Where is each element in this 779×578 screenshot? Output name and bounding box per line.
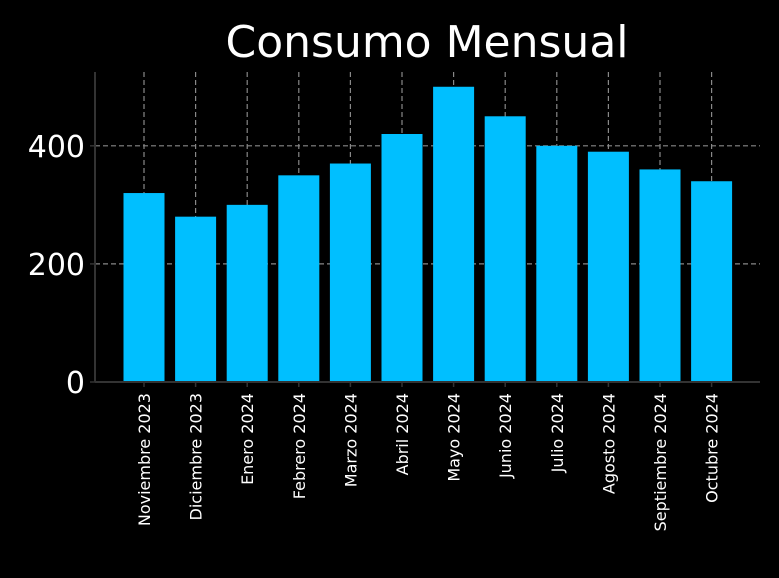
chart-title: Consumo Mensual bbox=[225, 17, 628, 68]
bar-6 bbox=[433, 86, 475, 382]
ytick-label-0: 0 bbox=[66, 366, 85, 401]
xtick-label-5: Abril 2024 bbox=[393, 393, 412, 475]
bar-5 bbox=[381, 134, 423, 382]
tick-layer: 0 200 400 Noviembre 2023 Diciembre 2023 Enero… bbox=[28, 130, 722, 532]
xtick-label-9: Agosto 2024 bbox=[599, 393, 618, 494]
xtick-label-8: Julio 2024 bbox=[548, 393, 567, 473]
bar-7 bbox=[484, 116, 526, 383]
bar-4 bbox=[329, 163, 371, 382]
xtick-label-10: Septiembre 2024 bbox=[651, 393, 670, 531]
bar-11 bbox=[691, 181, 733, 382]
xtick-label-2: Enero 2024 bbox=[238, 393, 257, 485]
ytick-label-2: 400 bbox=[28, 130, 85, 165]
bar-layer bbox=[123, 86, 733, 383]
bar-1 bbox=[175, 216, 217, 382]
bar-8 bbox=[536, 145, 578, 382]
xtick-label-0: Noviembre 2023 bbox=[135, 393, 154, 526]
xtick-label-3: Febrero 2024 bbox=[290, 393, 309, 499]
axis-layer bbox=[94, 72, 760, 383]
bar-0 bbox=[123, 193, 165, 382]
xtick-label-4: Marzo 2024 bbox=[341, 393, 360, 487]
bar-2 bbox=[226, 204, 268, 382]
bar-9 bbox=[587, 151, 629, 382]
bar-10 bbox=[639, 169, 681, 382]
xtick-label-1: Diciembre 2023 bbox=[187, 393, 206, 520]
xtick-label-7: Junio 2024 bbox=[496, 393, 515, 479]
bar-3 bbox=[278, 175, 320, 382]
xtick-label-11: Octubre 2024 bbox=[703, 393, 722, 503]
ytick-label-1: 200 bbox=[28, 248, 85, 283]
xtick-label-6: Mayo 2024 bbox=[445, 393, 464, 482]
